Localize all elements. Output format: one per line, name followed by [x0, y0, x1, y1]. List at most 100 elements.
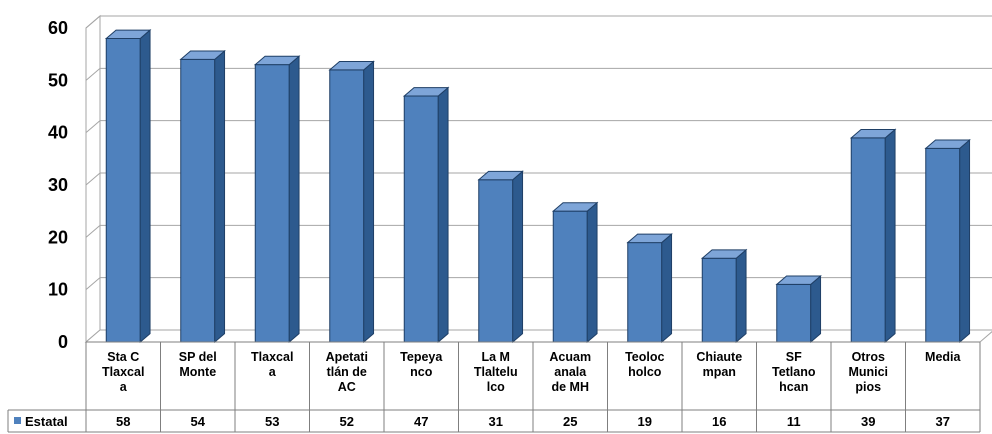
category-label-line: Munici	[848, 365, 888, 379]
table-value: 39	[861, 414, 875, 429]
bar-side	[586, 201, 598, 344]
category-label-line: a	[269, 365, 277, 379]
bar	[551, 201, 599, 344]
bar-front	[925, 147, 961, 343]
category-label: Sta C Tlaxcal a	[102, 350, 144, 394]
bar-top	[700, 249, 748, 259]
bar-top	[179, 50, 226, 60]
category-label-line: SP del	[179, 350, 217, 364]
bar-front	[403, 95, 439, 343]
y-tick-label: 60	[48, 18, 68, 38]
y-tick-label: 0	[58, 332, 68, 352]
bar-top	[626, 233, 673, 244]
category-label-line: AC	[338, 380, 356, 394]
bar-side	[810, 274, 822, 344]
category-label-line: Tetlano	[772, 365, 816, 379]
category-label-line: La M	[482, 350, 510, 364]
category-label: Tepeya nco	[400, 350, 443, 379]
bar-top	[253, 55, 301, 66]
legend-key	[14, 417, 21, 424]
y-tick-label: 40	[48, 123, 68, 143]
category-label-line: anala	[554, 365, 587, 379]
table-value: 19	[638, 414, 652, 429]
category-label-line: Chiaute	[696, 350, 742, 364]
table-value: 37	[936, 414, 950, 429]
bar	[924, 138, 971, 344]
bar	[179, 49, 226, 344]
bar-top	[402, 87, 450, 97]
bar-top	[775, 275, 822, 285]
bar-front	[701, 257, 737, 343]
category-label-line: a	[120, 380, 128, 394]
bar-front	[552, 210, 588, 343]
bar-side	[959, 138, 971, 344]
y-tick-label: 20	[48, 227, 68, 247]
table-value: 58	[116, 414, 130, 429]
category-label-line: Apetati	[326, 350, 368, 364]
y-axis-ticks: 0 10 20 30 40 50 60	[48, 18, 68, 352]
bar-top	[551, 202, 599, 212]
category-label-line: Monte	[179, 365, 216, 379]
bar-side	[139, 28, 151, 344]
gridline	[85, 15, 992, 29]
category-label: SP del Monte	[179, 350, 217, 379]
category-label: Tlaxcal a	[251, 350, 293, 379]
category-label-line: mpan	[703, 365, 736, 379]
table-value: 16	[712, 414, 726, 429]
category-label: La M Tlaltelu lco	[474, 350, 518, 394]
category-label-line: nco	[410, 365, 433, 379]
category-label-line: Tlaxcal	[251, 350, 293, 364]
category-label: Media	[925, 350, 961, 364]
data-table: Estatal Sta C Tlaxcal a 58 SP del Monte 54 Tlaxc…	[7, 341, 981, 433]
category-label: Teoloc holco	[625, 350, 664, 379]
table-value: 52	[340, 414, 354, 429]
category-label-line: Media	[925, 350, 961, 364]
category-label: Apetati tlán de AC	[326, 350, 368, 394]
category-label: Otros Munici pios	[848, 350, 888, 394]
category-label: Chiaute mpan	[696, 350, 742, 379]
bar-top	[104, 29, 152, 39]
category-label-line: holco	[628, 365, 662, 379]
bar-side	[512, 170, 524, 344]
table-value: 54	[191, 414, 206, 429]
bar	[775, 274, 822, 344]
bar-top	[328, 60, 375, 71]
table-value: 11	[787, 414, 801, 429]
bar-side	[884, 128, 896, 344]
category-label-line: lco	[487, 380, 505, 394]
bar	[626, 233, 673, 344]
gridline	[85, 277, 992, 291]
bar-front	[627, 242, 663, 343]
table-value: 31	[489, 414, 503, 429]
category-label-line: Acuam	[549, 350, 591, 364]
bar	[253, 55, 301, 344]
table-value: 25	[563, 414, 577, 429]
category-label-line: Tlaltelu	[474, 365, 518, 379]
category-label-line: de MH	[552, 380, 590, 394]
category-label-line: tlán de	[327, 365, 367, 379]
bars	[104, 28, 971, 344]
category-label-line: Otros	[852, 350, 885, 364]
bar-side	[735, 248, 747, 344]
bar	[402, 86, 450, 344]
category-label-line: hcan	[779, 380, 808, 394]
bar-front	[478, 179, 514, 343]
bar-front	[850, 137, 886, 343]
bar-top	[849, 129, 897, 139]
category-label: SF Tetlano hcan	[772, 350, 816, 394]
gridlines	[85, 15, 992, 291]
gridline	[85, 172, 992, 186]
series-name: Estatal	[25, 414, 68, 429]
bar-side	[214, 49, 226, 344]
bar-front	[329, 69, 365, 343]
bar-side	[437, 86, 449, 344]
bar	[328, 60, 375, 344]
y-tick-label: 10	[48, 280, 68, 300]
bar	[104, 28, 152, 344]
table-value: 47	[414, 414, 428, 429]
bar	[700, 248, 748, 344]
bar	[849, 128, 897, 344]
category-label-line: SF	[786, 350, 802, 364]
category-label: Acuam anala de MH	[549, 350, 591, 394]
